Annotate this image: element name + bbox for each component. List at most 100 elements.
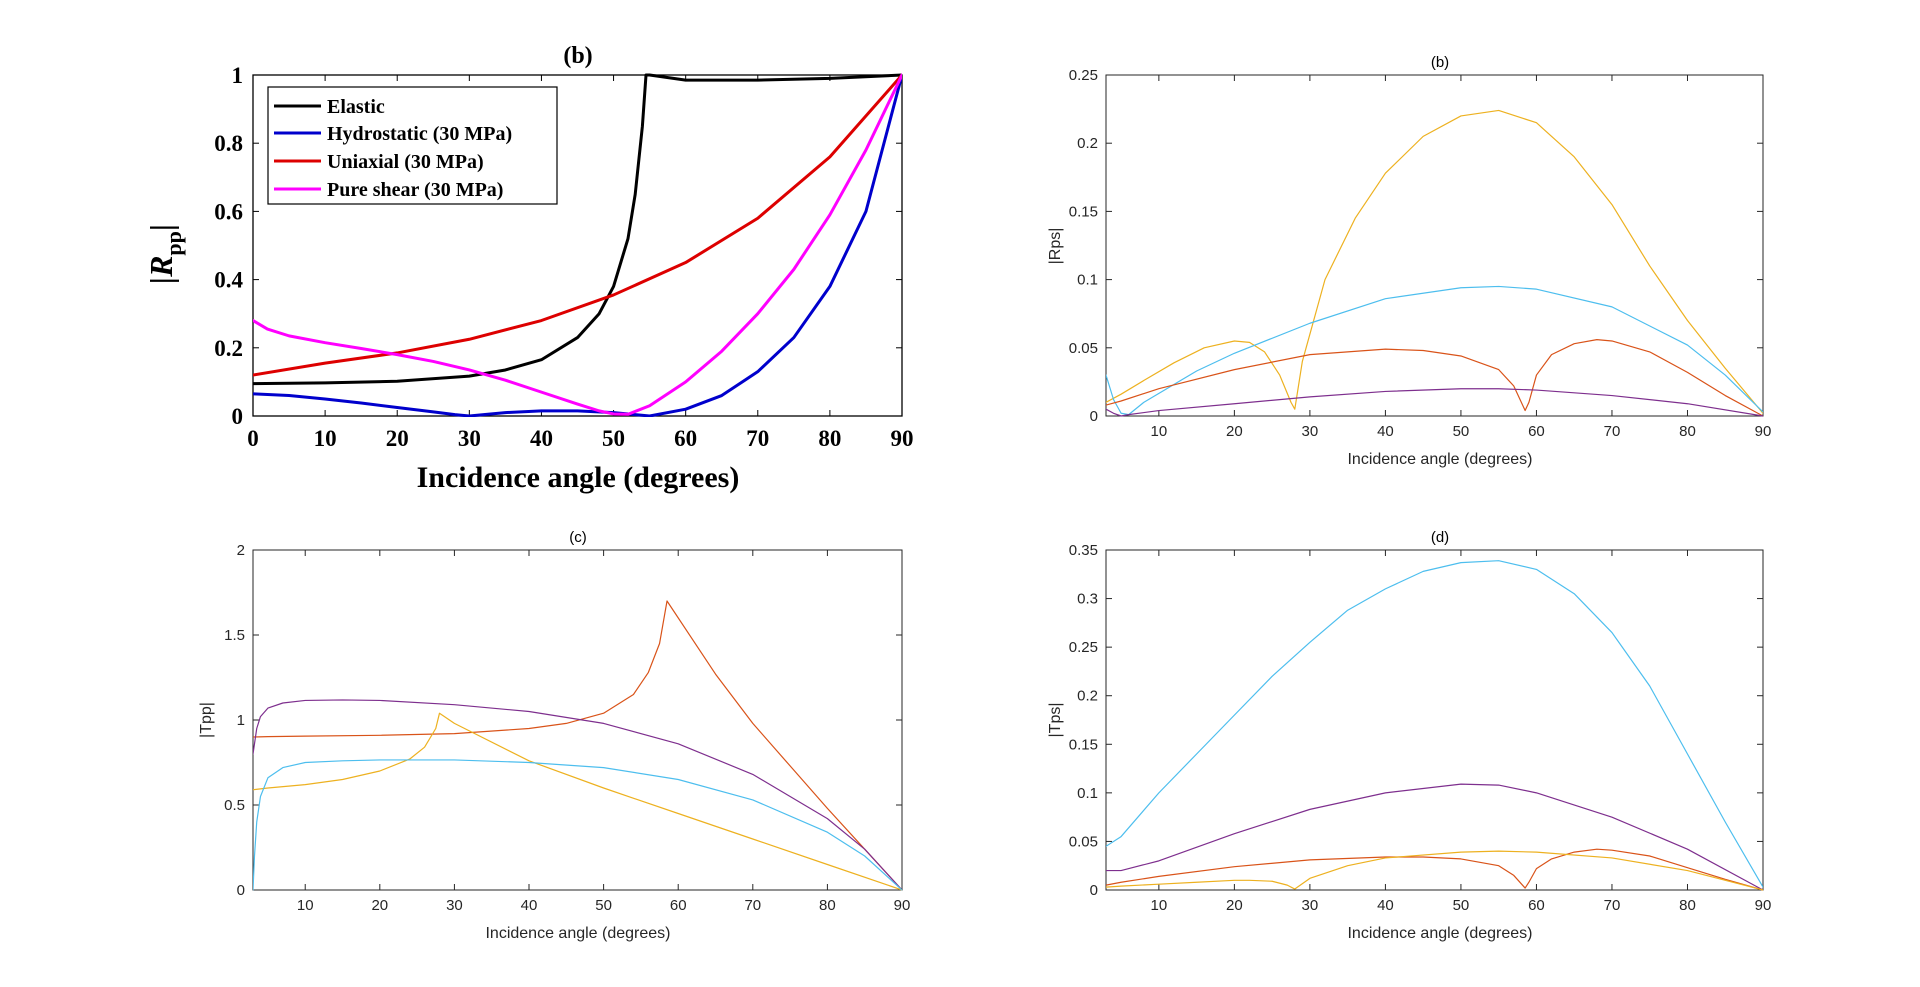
legend-label-uniaxial: Uniaxial (30 MPa): [327, 151, 484, 173]
y-tick-label: 0.15: [1069, 736, 1098, 753]
chart-panel-rps: (b) 10 20 30 40 50 60 70 80 90 0 0.05 0.1 0.15 0.2 0.2…: [1047, 54, 1771, 468]
x-tick-label: 10: [1151, 423, 1168, 440]
panel-a-ylabel-end: |: [143, 224, 179, 231]
x-tick-label: 40: [1377, 897, 1394, 914]
panel-b-ylabel: |Rps|: [1047, 228, 1064, 265]
y-tick-label: 0.4: [214, 268, 243, 293]
x-tick-label: 10: [314, 426, 337, 451]
legend-label-hydrostatic: Hydrostatic (30 MPa): [327, 123, 512, 145]
panel-d-ylabel: |Tps|: [1047, 703, 1064, 738]
panel-a-ylabel-sub: pp: [161, 231, 186, 255]
panel-d-title: (d): [1431, 529, 1449, 546]
y-tick-label: 0.15: [1069, 203, 1098, 220]
x-tick-label: 30: [1302, 423, 1319, 440]
series-group: [253, 600, 902, 891]
panel-c-ylabel: |Tpp|: [198, 702, 215, 738]
panel-d-xlabel: Incidence angle (degrees): [1347, 925, 1532, 942]
series-line-1: [253, 600, 902, 891]
x-tick-label: 30: [458, 426, 481, 451]
x-tick-label: 10: [1151, 897, 1168, 914]
series-line-4: [253, 759, 902, 891]
panel-a-ylabel: |Rpp|: [143, 224, 186, 284]
panel-b-title: (b): [1431, 54, 1449, 71]
x-tick-label: 30: [446, 897, 463, 914]
x-tick-label: 50: [595, 897, 612, 914]
x-tick-label: 80: [1679, 423, 1696, 440]
x-tick-label: 50: [1453, 423, 1470, 440]
x-tick-label: 60: [674, 426, 697, 451]
series-line-elastic: [253, 73, 902, 386]
series-line-hydrostatic-30-mpa-: [253, 73, 902, 417]
y-tick-label: 0: [232, 404, 244, 429]
y-tick-label: 0.1: [1077, 785, 1098, 802]
y-tick-label: 1.5: [224, 627, 245, 644]
panel-c-xlabel: Incidence angle (degrees): [485, 925, 670, 942]
series-group: [1106, 109, 1763, 417]
x-tick-label: 20: [1226, 423, 1243, 440]
legend-label-pure-shear: Pure shear (30 MPa): [327, 179, 503, 201]
x-tick-label: 60: [1528, 423, 1545, 440]
x-tick-label: 70: [1604, 423, 1621, 440]
x-tick-label: 50: [1453, 897, 1470, 914]
y-tick-label: 0.5: [224, 797, 245, 814]
y-tick-label: 0.1: [1077, 272, 1098, 289]
series-group: [1106, 560, 1763, 891]
y-tick-label: 0.25: [1069, 67, 1098, 84]
x-tick-label: 70: [744, 897, 761, 914]
y-tick-label: 0.3: [1077, 591, 1098, 608]
plot-box: [1105, 74, 1764, 417]
y-tick-label: 1: [232, 63, 244, 88]
x-tick-label: 90: [1755, 423, 1772, 440]
x-tick-label: 80: [818, 426, 841, 451]
y-tick-label: 0.6: [214, 199, 243, 224]
series-line-4: [1106, 850, 1763, 891]
series-line-3: [253, 712, 902, 891]
y-tick-label: 0.2: [214, 336, 243, 361]
plot-box: [1105, 549, 1764, 891]
panel-a-legend: Elastic Hydrostatic (30 MPa) Uniaxial (3…: [267, 86, 558, 205]
series-line-2: [1106, 783, 1763, 891]
chart-panel-tpp: (c) 10 20 30 40 50 60 70 80 90 0 0.5 1 1.5 2 Incidenc…: [198, 529, 910, 942]
panel-a-ylabel-main: |R: [143, 256, 179, 284]
y-tick-label: 0.25: [1069, 639, 1098, 656]
x-tick-label: 20: [371, 897, 388, 914]
panel-a-title: (b): [563, 43, 592, 69]
x-tick-label: 50: [602, 426, 625, 451]
panel-b-xlabel: Incidence angle (degrees): [1347, 451, 1532, 468]
x-tick-label: 20: [1226, 897, 1243, 914]
x-tick-label: 80: [819, 897, 836, 914]
panel-a-xlabel: Incidence angle (degrees): [417, 461, 740, 494]
y-tick-label: 0: [1090, 408, 1098, 425]
series-line-3: [1106, 339, 1763, 417]
x-tick-label: 80: [1679, 897, 1696, 914]
series-line-3: [1106, 848, 1763, 891]
y-tick-label: 0: [237, 882, 245, 899]
y-tick-label: 1: [237, 712, 245, 729]
chart-panel-tps: (d) 10 20 30 40 50 60 70 80 90 0 0.05 0.1 0.15 0.2 0.2…: [1047, 529, 1771, 942]
series-line-2: [1106, 285, 1763, 416]
series-group: [253, 73, 902, 417]
x-tick-label: 60: [670, 897, 687, 914]
series-line-uniaxial-30-mpa-: [253, 73, 902, 377]
series-line-2: [253, 699, 902, 891]
x-tick-label: 40: [530, 426, 553, 451]
series-line-4: [1106, 388, 1763, 417]
y-tick-label: 0.2: [1077, 688, 1098, 705]
panel-c-title: (c): [569, 529, 587, 546]
x-tick-label: 0: [247, 426, 259, 451]
x-tick-label: 40: [521, 897, 538, 914]
y-tick-label: 2: [237, 542, 245, 559]
series-line-pure-shear-30-mpa-: [253, 73, 902, 416]
y-tick-label: 0.2: [1077, 135, 1098, 152]
x-tick-label: 30: [1302, 897, 1319, 914]
chart-panel-rpp: (b) 0 10 20 30 40 50 60 70 80 90 0 0.2 0.4 0.6 0.8 1 In…: [143, 43, 914, 494]
y-tick-label: 0.05: [1069, 833, 1098, 850]
x-tick-label: 70: [746, 426, 769, 451]
x-tick-label: 20: [386, 426, 409, 451]
x-tick-label: 90: [891, 426, 914, 451]
x-tick-label: 90: [1755, 897, 1772, 914]
legend-label-elastic: Elastic: [327, 96, 385, 118]
y-tick-label: 0.05: [1069, 340, 1098, 357]
series-line-1: [1106, 109, 1763, 414]
